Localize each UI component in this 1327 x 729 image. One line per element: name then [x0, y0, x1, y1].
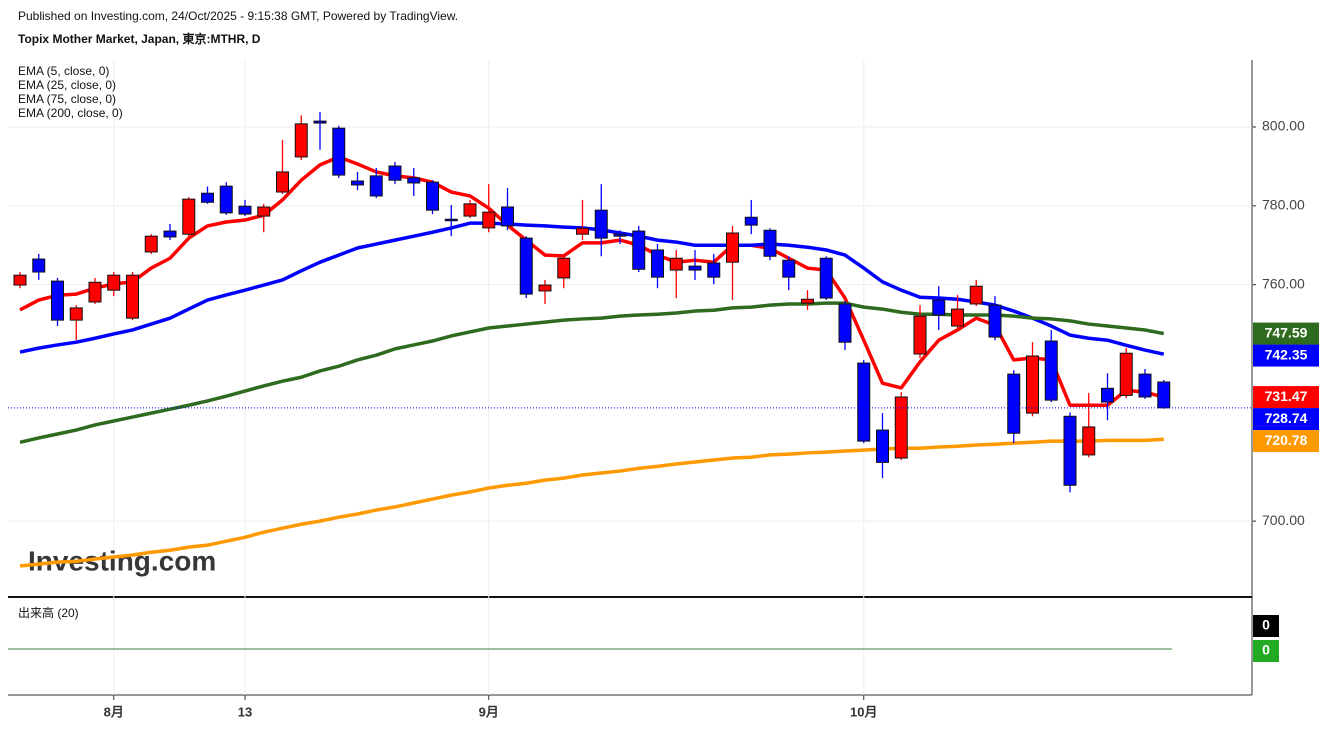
candle-body	[257, 206, 271, 217]
x-tick-label: 8月	[104, 704, 124, 719]
candle-body	[519, 237, 533, 295]
candle-body	[763, 229, 777, 257]
candle-body	[576, 227, 589, 235]
candle-body	[13, 274, 27, 286]
price-label: 731.47	[1265, 388, 1308, 404]
candle-body	[407, 177, 421, 184]
candle-body	[238, 205, 252, 215]
chart-title: Topix Mother Market, Japan, 東京:MTHR, D	[18, 31, 261, 46]
volume-title: 出来高 (20)	[18, 605, 79, 620]
candle-body	[838, 303, 852, 343]
x-tick-label: 13	[238, 704, 252, 719]
candle-body	[51, 280, 64, 321]
candle-body	[951, 308, 964, 327]
candle-body	[482, 211, 496, 229]
candle-body	[426, 181, 439, 211]
candle-body	[913, 315, 927, 355]
candle-body	[669, 257, 683, 271]
candle-body	[932, 299, 946, 316]
candle-body	[163, 230, 177, 238]
volume-label-box	[1253, 640, 1279, 662]
candle-body	[88, 281, 102, 303]
price-label: 747.59	[1265, 324, 1308, 340]
published-line: Published on Investing.com, 24/Oct/2025 …	[18, 9, 458, 23]
candle-body	[501, 206, 514, 227]
candle-body	[276, 171, 289, 193]
candle-body	[219, 185, 233, 214]
candle-body	[369, 175, 383, 197]
candle-body	[32, 258, 46, 273]
candle-body	[707, 262, 721, 278]
candle-body	[351, 180, 364, 186]
candle-body	[857, 362, 871, 442]
candle-body	[463, 203, 477, 217]
candle-body	[651, 249, 664, 278]
price-label: 742.35	[1265, 346, 1308, 362]
candle-body	[126, 274, 139, 319]
legend-entry: EMA (5, close, 0)	[18, 64, 109, 78]
candle-body	[726, 232, 739, 263]
candle-body	[894, 396, 908, 459]
candle-body	[819, 257, 833, 299]
candle-body	[294, 123, 308, 158]
candle-body	[1119, 352, 1133, 396]
candle-body	[1044, 340, 1058, 401]
candle-body	[1138, 373, 1152, 398]
y-tick-label: 800.00	[1262, 118, 1305, 134]
x-tick-label: 10月	[850, 704, 877, 719]
price-label-box	[1253, 344, 1319, 367]
candle-body	[744, 216, 758, 226]
candle-body	[988, 304, 1002, 338]
candle-body	[69, 307, 83, 321]
ema-line	[19, 437, 1164, 568]
candle-body	[876, 429, 889, 463]
legend-entry: EMA (200, close, 0)	[18, 106, 123, 120]
volume-label: 0	[1262, 642, 1270, 658]
candle-body	[332, 127, 346, 176]
legend-entry: EMA (25, close, 0)	[18, 78, 116, 92]
price-label-box	[1253, 386, 1319, 409]
candle-body	[969, 285, 983, 305]
volume-label-box	[1253, 615, 1279, 637]
price-label-box	[1253, 430, 1319, 453]
candle-body	[782, 259, 796, 278]
candle-body	[182, 198, 196, 235]
candle-body	[613, 233, 627, 237]
price-label-box	[1253, 322, 1319, 345]
candle-body	[1101, 387, 1114, 403]
y-tick-label: 780.00	[1262, 197, 1305, 213]
y-tick-label: 700.00	[1262, 512, 1305, 528]
price-label-box	[1253, 408, 1319, 431]
candle-body	[594, 209, 608, 239]
candle-body	[1082, 426, 1096, 456]
candle-body	[688, 265, 702, 271]
candle-body	[632, 230, 646, 270]
candle-body	[1063, 415, 1077, 486]
candle-body	[107, 274, 121, 291]
ema-line	[19, 155, 1165, 407]
candle-body	[201, 192, 214, 203]
price-label: 728.74	[1265, 410, 1308, 426]
legend-entry: EMA (75, close, 0)	[18, 92, 116, 106]
ema-line	[19, 301, 1165, 444]
volume-label: 0	[1262, 617, 1270, 633]
candle-body	[1026, 355, 1039, 414]
candle-body	[444, 218, 458, 222]
candle-body	[1007, 373, 1021, 434]
candle-body	[538, 284, 552, 292]
candle-body	[144, 235, 158, 253]
x-tick-label: 9月	[479, 704, 499, 719]
candle-body	[801, 298, 814, 304]
candle-body	[313, 120, 327, 124]
y-tick-label: 760.00	[1262, 275, 1305, 291]
candle-body	[557, 257, 571, 279]
price-label: 720.78	[1265, 432, 1308, 448]
candle-body	[1157, 381, 1171, 409]
candle-body	[388, 165, 402, 181]
